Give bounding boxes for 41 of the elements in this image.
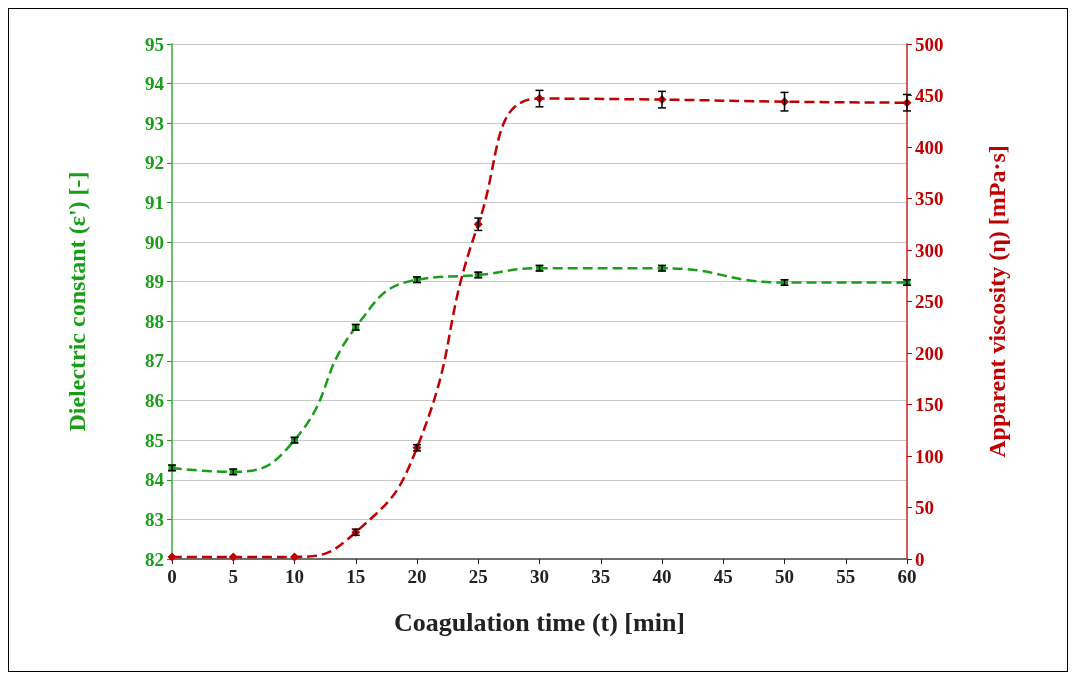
x-tick-label: 35 <box>591 566 611 587</box>
y2-tick-label: 100 <box>915 445 944 467</box>
x-tick-label: 5 <box>228 566 238 587</box>
y-tick-label: 94 <box>145 73 165 95</box>
y2-tick-label: 200 <box>915 342 944 364</box>
y-tick-label: 90 <box>145 231 164 253</box>
y2-tick-label: 500 <box>915 33 944 55</box>
y-tick-label: 83 <box>145 508 164 530</box>
y-tick-label: 89 <box>145 271 164 293</box>
y-axis-title: Dielectric constant (ε') [-] <box>64 171 90 432</box>
y-tick-label: 87 <box>145 350 165 372</box>
y-tick-label: 91 <box>145 191 164 213</box>
x-axis-title: Coagulation time (t) [min] <box>393 607 686 637</box>
x-tick-label: 60 <box>897 566 917 587</box>
y-tick-label: 86 <box>145 390 164 412</box>
y2-tick-label: 400 <box>915 136 944 158</box>
y2-tick-label: 50 <box>915 497 934 518</box>
y2-axis-title: Apparent viscosity (η) [mPa·s] <box>984 145 1010 458</box>
y2-tick-label: 250 <box>915 291 944 312</box>
x-tick-label: 15 <box>346 566 366 587</box>
y2-tick-label: 450 <box>915 85 944 106</box>
y2-tick-label: 0 <box>915 548 925 570</box>
x-tick-label: 30 <box>530 566 549 587</box>
y-tick-label: 88 <box>145 310 164 332</box>
y2-tick-label: 350 <box>915 188 944 209</box>
x-tick-label: 50 <box>775 566 794 587</box>
y-tick-label: 85 <box>145 429 164 451</box>
y2-tick-label: 150 <box>915 394 944 415</box>
x-tick-label: 55 <box>836 566 856 587</box>
x-tick-label: 10 <box>285 566 304 587</box>
y-tick-label: 82 <box>145 548 164 570</box>
x-tick-label: 45 <box>713 566 733 587</box>
x-tick-label: 25 <box>468 566 488 587</box>
y-tick-label: 93 <box>145 112 164 134</box>
y-tick-label: 95 <box>145 33 164 55</box>
y-tick-label: 84 <box>145 469 165 491</box>
x-tick-label: 0 <box>167 566 177 587</box>
y-tick-label: 92 <box>145 152 164 174</box>
y2-tick-label: 300 <box>915 239 944 261</box>
x-tick-label: 20 <box>407 566 427 587</box>
x-tick-label: 40 <box>652 566 672 587</box>
